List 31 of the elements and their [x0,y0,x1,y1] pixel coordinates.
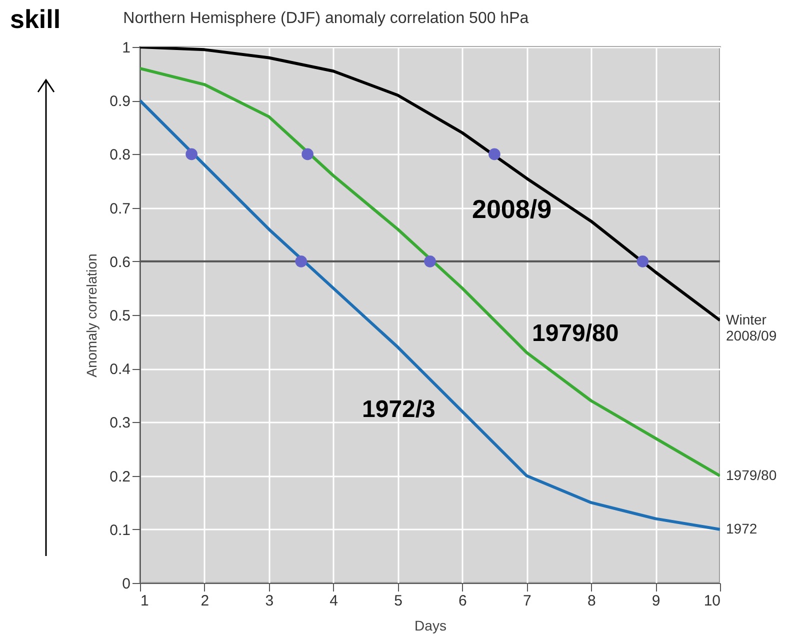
y-tick-label: 0.2 [110,468,130,486]
x-tick-label: 6 [458,592,467,610]
y-tick-label: 0.4 [110,361,130,378]
x-tick-label: 9 [652,592,660,610]
x-tick-label: 10 [704,592,720,610]
x-tick-label: 2 [200,592,210,610]
x-tick-label: 5 [394,592,402,610]
x-tick-label: 8 [587,592,596,610]
y-tick-label: 0.9 [110,93,130,110]
y-tick-label: 0.5 [110,308,130,324]
series-label: 1972 [726,520,758,536]
y-tick-label: 0.1 [110,522,130,539]
chart-title: Northern Hemisphere (DJF) anomaly correlation 500 hPa [123,10,529,27]
annotation: 1979/80 [532,320,619,348]
text: skill [10,4,61,35]
y-tick-label: 1 [122,40,130,56]
x-tick-label: 1 [140,592,149,610]
y-axis-title: Anomaly correlation [84,254,100,378]
x-tick-label: 7 [522,592,532,610]
y-tick-label: 0.7 [110,200,130,218]
y-tick-label: 0.8 [110,146,130,164]
x-tick-label: 3 [265,592,274,610]
annotation: 1972/3 [362,396,436,424]
x-axis-title: Days [414,618,446,634]
y-tick-label: 0.6 [110,254,130,271]
series-label: 1979/80 [726,466,777,483]
y-tick-label: 0.3 [110,414,130,432]
series-label: Winter 2008/09 [726,311,777,344]
y-tick-label: 0 [122,576,130,592]
x-tick-label: 4 [330,592,338,610]
annotation: 2008/9 [472,194,552,225]
